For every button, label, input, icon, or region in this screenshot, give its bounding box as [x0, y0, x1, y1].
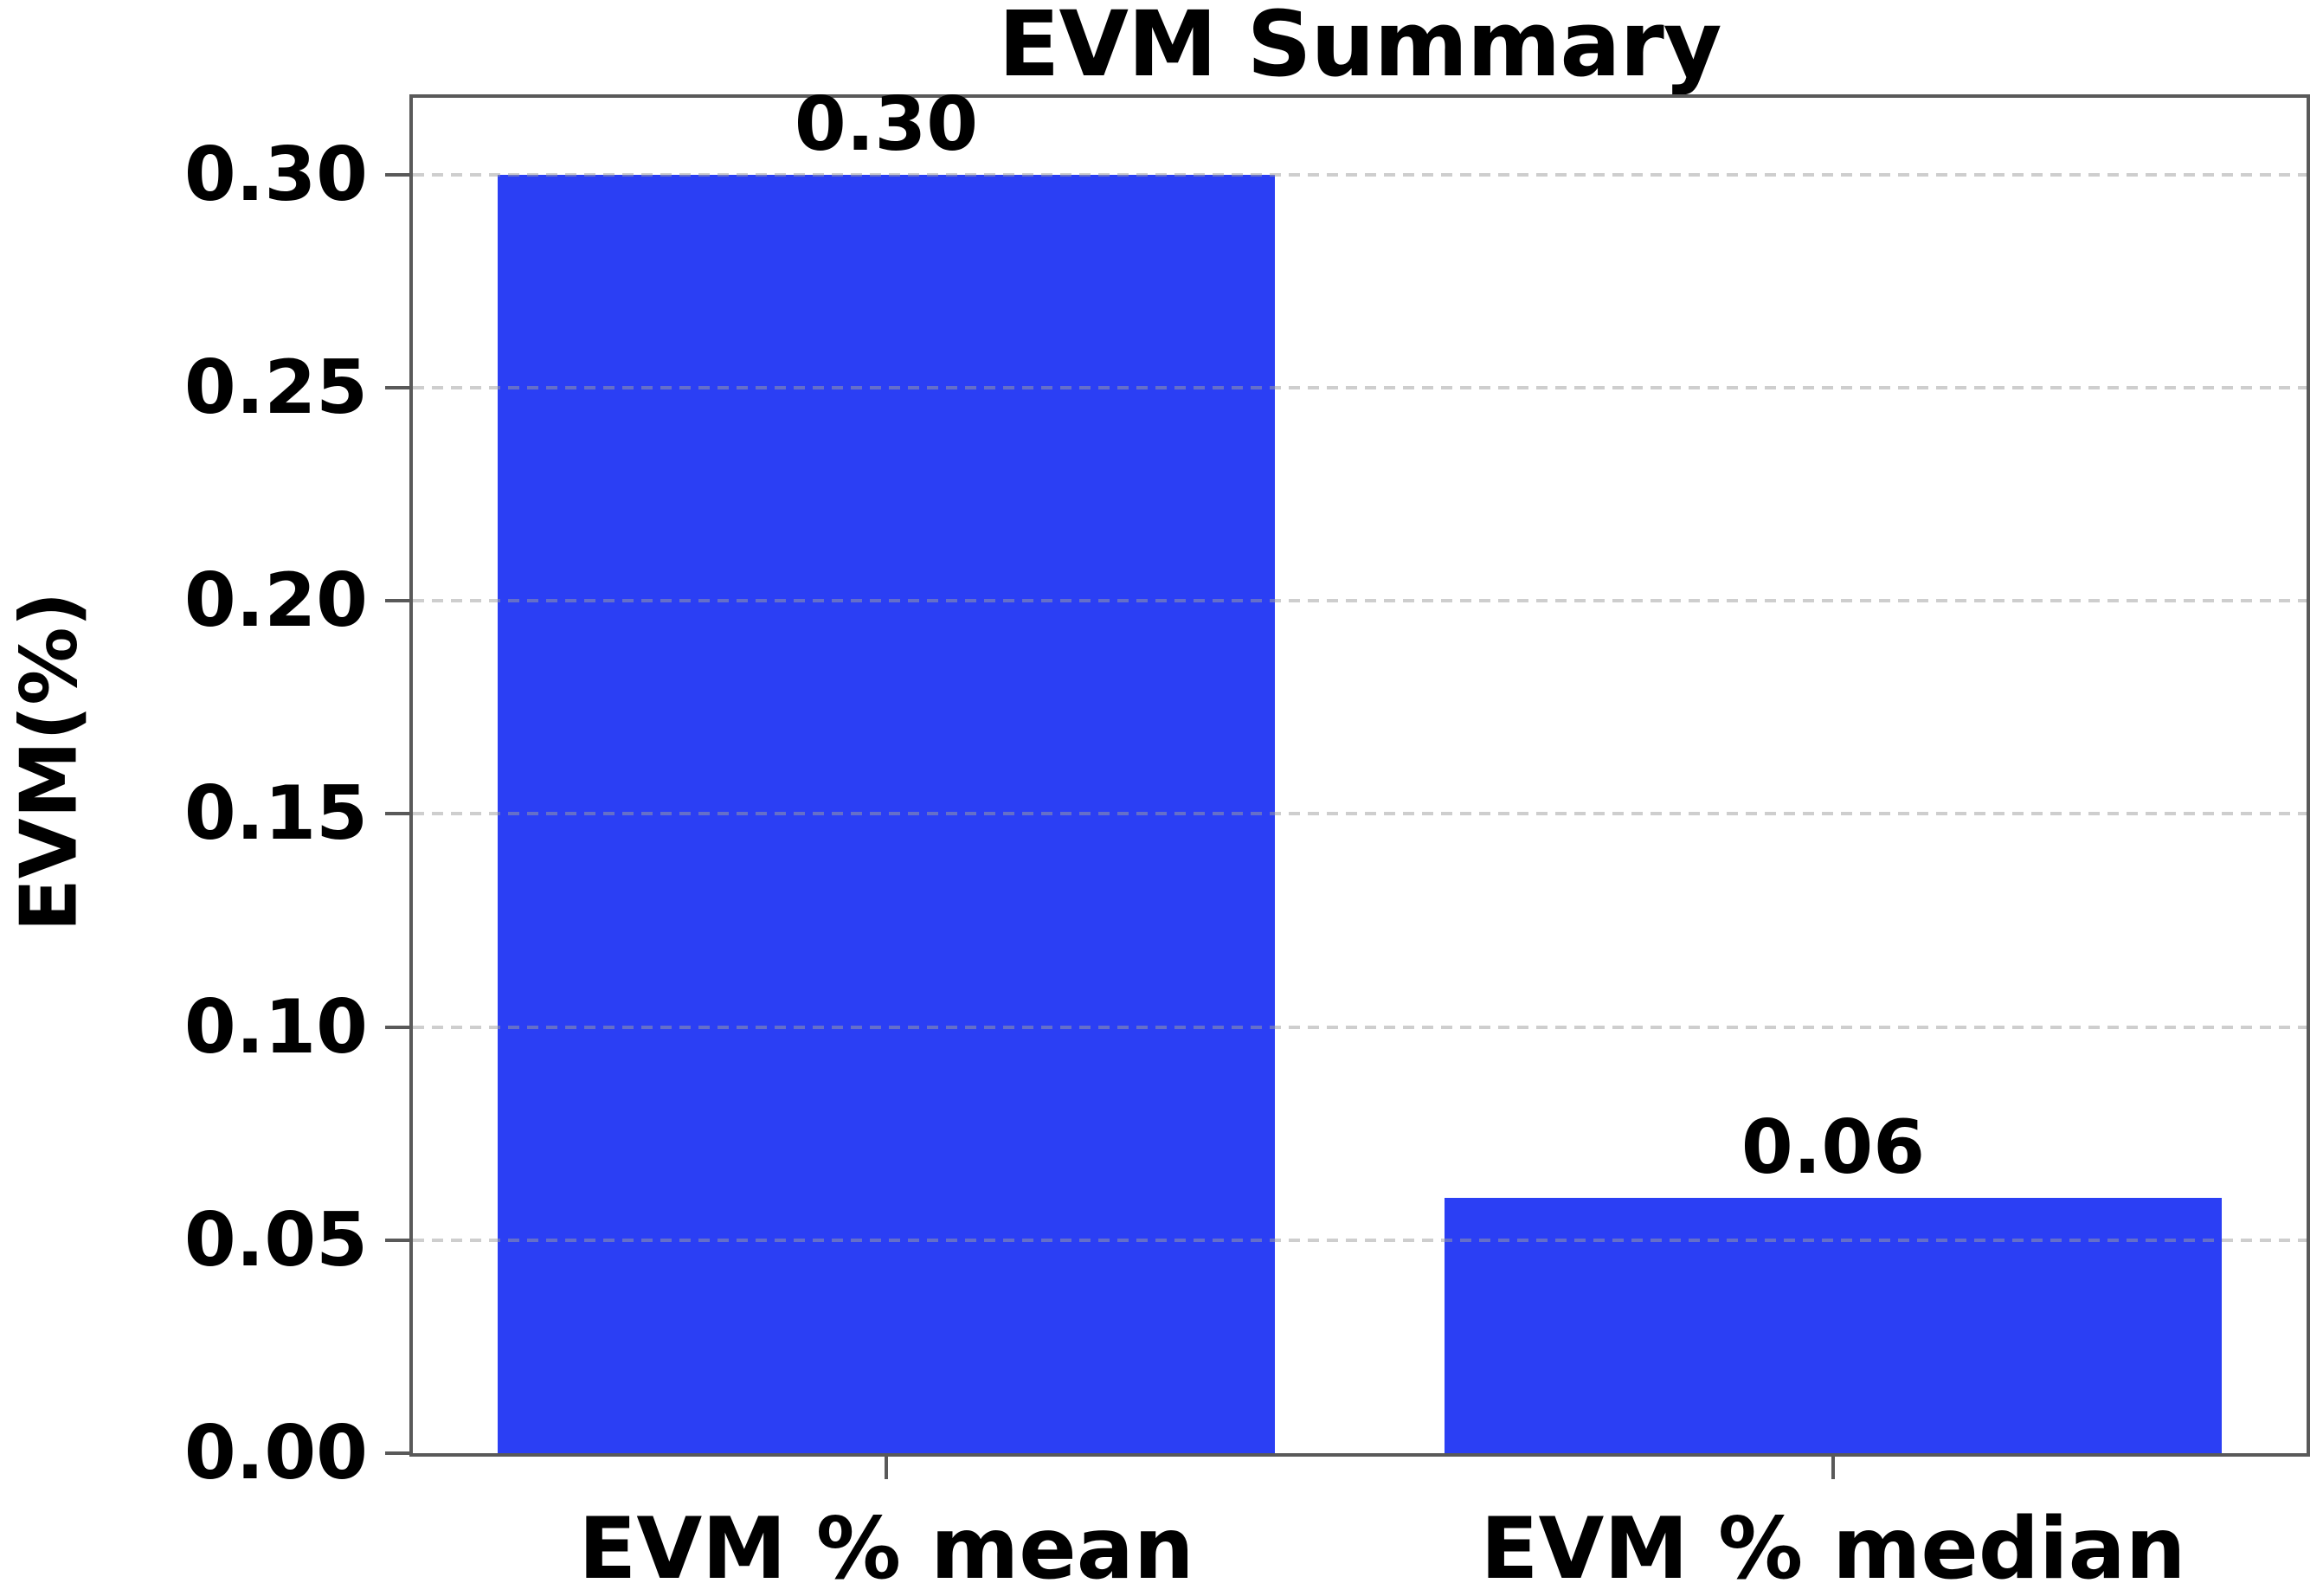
- y-tick-mark: [385, 172, 409, 177]
- gridline: [413, 812, 2307, 816]
- bar: [1445, 1197, 2222, 1453]
- y-axis-label: EVM(%): [3, 591, 95, 932]
- bar-value-label: 0.06: [1741, 1104, 1926, 1191]
- y-tick-mark: [385, 1451, 409, 1455]
- y-tick-mark: [385, 812, 409, 816]
- y-tick-label: 0.20: [183, 557, 368, 645]
- y-tick-mark: [385, 599, 409, 603]
- gridline: [413, 385, 2307, 389]
- gridline: [413, 172, 2307, 177]
- y-tick-label: 0.10: [183, 983, 368, 1071]
- x-tick-label: EVM % median: [1480, 1500, 2186, 1596]
- gridline: [413, 599, 2307, 603]
- x-tick-label: EVM % mean: [578, 1500, 1194, 1596]
- y-tick-mark: [385, 1238, 409, 1242]
- gridline: [413, 1025, 2307, 1029]
- bar-value-label: 0.30: [794, 80, 979, 168]
- y-tick-label: 0.05: [183, 1196, 368, 1284]
- y-tick-label: 0.30: [183, 131, 368, 218]
- x-tick-mark: [1831, 1457, 1835, 1479]
- y-tick-mark: [385, 385, 409, 389]
- y-tick-label: 0.15: [183, 770, 368, 858]
- y-tick-label: 0.25: [183, 344, 368, 431]
- gridline: [413, 1238, 2307, 1242]
- plot-area: 0.30 EVM % mean 0.06 EVM % median 0.00 0.05 0.…: [184, 81, 2310, 1596]
- chart-title: EVM Summary: [998, 0, 1721, 97]
- y-tick-mark: [385, 1025, 409, 1029]
- y-tick-label: 0.00: [183, 1410, 368, 1496]
- x-tick-mark: [885, 1457, 888, 1479]
